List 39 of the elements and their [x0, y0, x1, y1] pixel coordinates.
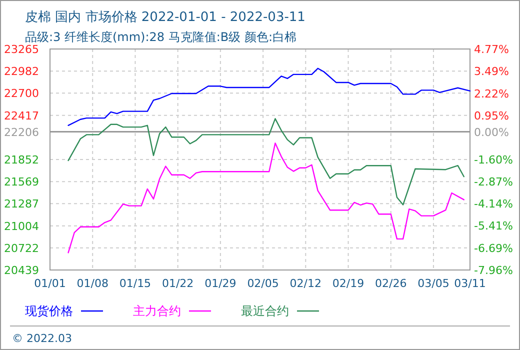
y2-tick-label: 3.49%	[474, 65, 509, 78]
y-tick-label: 21004	[4, 220, 39, 233]
y-tick-label: 22982	[4, 65, 39, 78]
y-tick-label: 22206	[4, 126, 39, 139]
y2-tick-label: 2.22%	[474, 87, 509, 100]
y2-tick-label: -1.60%	[474, 154, 513, 167]
y-tick-label: 23265	[4, 43, 39, 56]
x-tick-label: 01/15	[119, 277, 152, 290]
legend-label: 现货价格	[25, 304, 73, 318]
y-tick-label: 22700	[4, 87, 39, 100]
legend-label: 主力合约	[133, 304, 181, 318]
x-tick-label: 02/05	[247, 277, 279, 290]
y-tick-label: 22417	[4, 109, 39, 122]
x-tick-label: 03/11	[454, 277, 486, 290]
x-tick-label: 02/19	[332, 277, 364, 290]
y2-tick-label: -4.14%	[474, 198, 513, 211]
x-tick-label: 01/01	[34, 277, 66, 290]
y2-tick-label: 0.95%	[474, 109, 509, 122]
text: © 2022.03	[12, 332, 72, 345]
legend-label: 最近合约	[241, 304, 289, 318]
y-tick-label: 21852	[4, 154, 39, 166]
y-tick-label: 21287	[4, 198, 39, 211]
y-tick-label: 21569	[4, 176, 39, 189]
x-tick-label: 01/29	[204, 277, 236, 290]
y-tick-label: 20439	[4, 264, 39, 277]
x-tick-label: 02/26	[375, 277, 407, 290]
chart-subtitle: 品级:3 纤维长度(mm):28 马克隆值:B级 颜色:白棉	[25, 30, 296, 44]
chart-title: 皮棉 国内 市场价格 2022-01-01 - 2022-03-11	[25, 10, 306, 25]
y2-tick-label: 0.00%	[474, 126, 509, 139]
x-tick-label: 03/05	[418, 277, 450, 290]
y2-tick-label: -2.87%	[474, 176, 513, 189]
x-tick-label: 02/12	[290, 277, 322, 290]
x-tick-label: 01/22	[162, 277, 194, 290]
x-tick-label: 01/08	[76, 277, 108, 290]
y2-tick-label: -5.41%	[474, 220, 513, 233]
y2-tick-label: 4.77%	[474, 43, 509, 56]
y-tick-label: 20722	[4, 242, 39, 255]
y2-tick-label: -6.69%	[474, 242, 513, 255]
y2-tick-label: -7.96%	[474, 264, 513, 277]
